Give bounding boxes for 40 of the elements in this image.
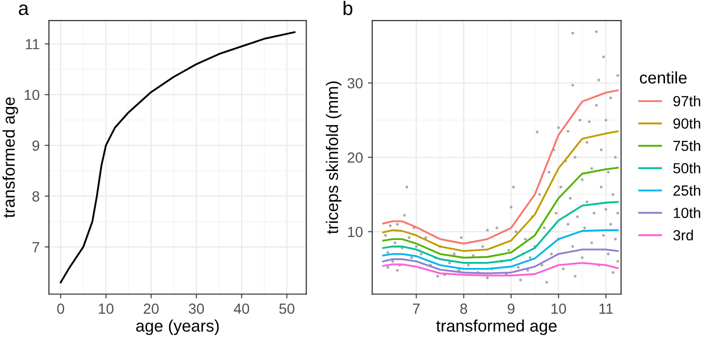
- line-series: [382, 229, 619, 270]
- line-series: [382, 90, 619, 244]
- x-tick-label: 10: [98, 304, 114, 314]
- y-tick-label: 9: [32, 140, 40, 151]
- legend-label: 50th: [673, 162, 700, 174]
- line-series: [382, 130, 619, 252]
- x-axis-title: age (years): [136, 320, 219, 336]
- y-tick-label: 11: [26, 39, 40, 50]
- legend-label: 75th: [673, 140, 700, 152]
- x-tick-label: 11: [599, 304, 613, 314]
- y-tick-label: 20: [348, 152, 363, 163]
- y-axis-title: transformed age: [2, 97, 18, 218]
- chart-title: a: [18, 4, 29, 16]
- y-tick-label: 30: [348, 78, 363, 88]
- line-series: [382, 166, 619, 259]
- legend-label: 25th: [673, 185, 700, 196]
- line-series: [382, 201, 619, 264]
- legend-label: 90th: [673, 118, 700, 129]
- x-tick-label: 9: [508, 304, 514, 314]
- x-tick-label: 40: [234, 304, 250, 314]
- y-axis-title: triceps skinfold (mm): [326, 81, 342, 234]
- x-tick-label: 8: [460, 304, 468, 314]
- chart-title: b: [344, 0, 352, 16]
- y-tick-label: 8: [32, 191, 40, 202]
- line-series: [60, 31, 296, 284]
- x-tick-label: 10: [552, 304, 566, 314]
- legend-label: 10th: [674, 207, 700, 218]
- x-tick-label: 7: [413, 304, 420, 314]
- x-axis-title: transformed age: [436, 320, 557, 336]
- y-tick-label: 7: [32, 242, 40, 252]
- y-tick-label: 10: [348, 226, 363, 238]
- legend-label: 3rd: [673, 230, 693, 240]
- x-tick-label: 50: [279, 304, 294, 314]
- x-tick-label: 0: [57, 304, 64, 314]
- line-series: [382, 248, 619, 274]
- legend-title: centile: [640, 71, 687, 84]
- legend-label: 97th: [673, 96, 700, 106]
- y-tick-label: 10: [24, 90, 40, 100]
- x-tick-label: 30: [188, 304, 204, 314]
- x-tick-label: 20: [144, 304, 159, 314]
